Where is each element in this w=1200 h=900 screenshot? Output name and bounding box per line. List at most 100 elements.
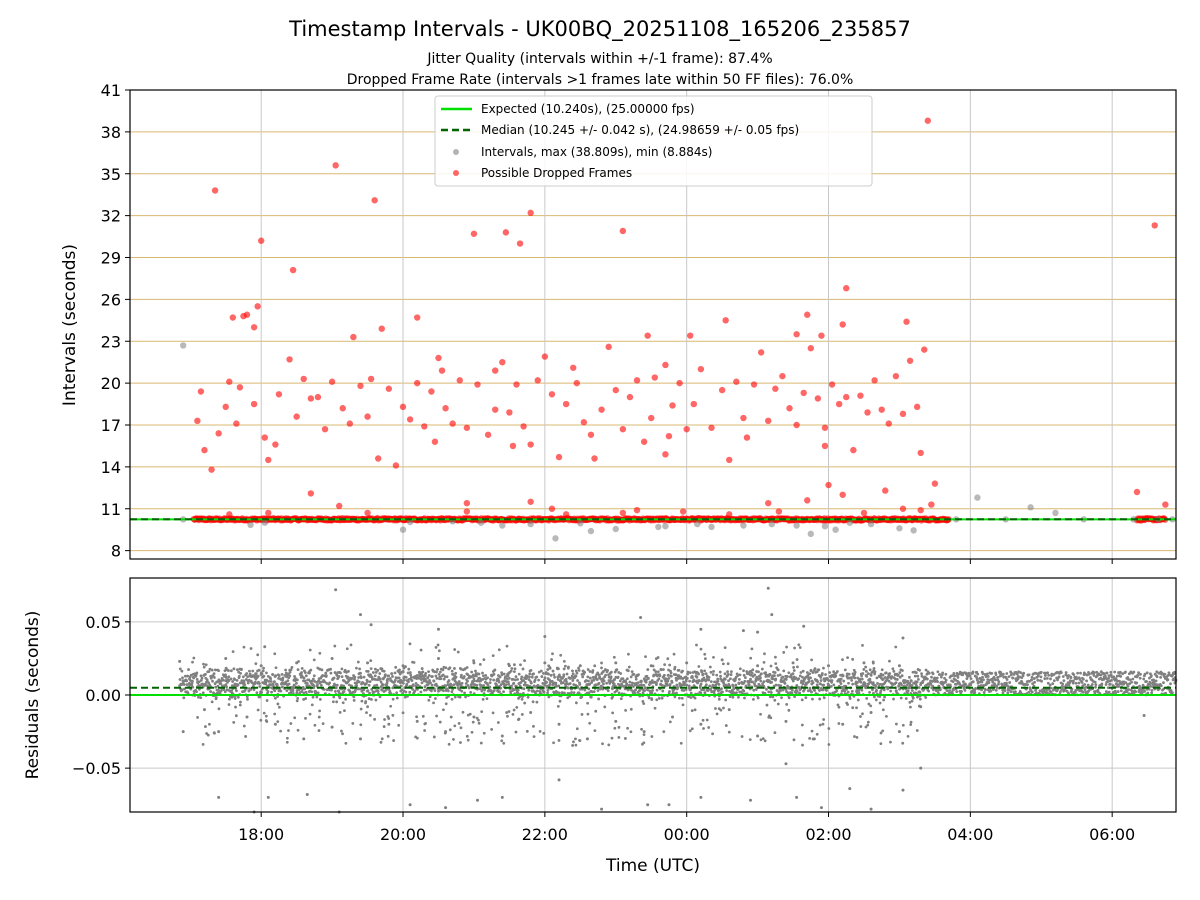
residual-point [477, 718, 480, 722]
residual-point [646, 688, 649, 692]
residual-point [234, 705, 237, 709]
residual-point [646, 668, 650, 671]
residual-point [497, 679, 501, 682]
dropped-frame-point [818, 332, 825, 339]
residual-point [586, 712, 590, 716]
dropped-frame-point [562, 400, 570, 408]
residual-point [295, 678, 299, 682]
dropped-frame-point [917, 449, 924, 457]
residual-point [931, 672, 935, 676]
residual-point [1143, 689, 1147, 693]
dropped-frame-point [364, 509, 371, 517]
residual-point [875, 676, 879, 680]
residual-point [436, 656, 440, 660]
residual-point [647, 696, 651, 700]
residual-point [700, 670, 704, 674]
residual-point [693, 696, 697, 700]
residual-point [1076, 671, 1080, 675]
residual-point [211, 679, 214, 683]
residual-point [593, 729, 597, 733]
residual-point [617, 736, 621, 739]
residual-point [335, 683, 339, 687]
residual-point [586, 675, 590, 679]
residual-point [871, 681, 875, 685]
residual-point [1011, 676, 1015, 680]
residual-point [864, 665, 868, 669]
dropped-frame-point [250, 324, 258, 331]
residual-point [727, 708, 731, 712]
residual-point [303, 679, 307, 683]
residual-point [1001, 691, 1005, 695]
residual-point [814, 679, 818, 683]
residual-point [1100, 682, 1104, 686]
residual-point [813, 689, 817, 692]
residual-point [625, 677, 629, 681]
residual-point [925, 677, 929, 681]
residual-point [1093, 680, 1097, 684]
residual-point [321, 722, 325, 726]
residual-point [699, 795, 703, 799]
residual-point [663, 663, 667, 667]
residual-point [454, 671, 458, 675]
residual-point [273, 689, 277, 693]
residual-point [643, 689, 646, 693]
residual-point [611, 685, 615, 689]
residual-point [642, 741, 646, 745]
residual-point [419, 690, 423, 694]
residual-point [662, 673, 666, 677]
residual-point [560, 691, 564, 694]
residual-point [506, 680, 510, 684]
residual-point [1125, 690, 1129, 694]
residual-point [199, 678, 203, 682]
residual-point [334, 686, 338, 690]
residual-point [204, 663, 208, 667]
residual-point [357, 676, 361, 679]
residual-point [266, 690, 270, 693]
residual-point [311, 695, 315, 699]
residual-point [810, 658, 814, 662]
residual-point [307, 684, 311, 688]
residual-point [822, 718, 826, 721]
residual-point [516, 688, 520, 692]
residual-point [242, 645, 246, 649]
residual-point [607, 743, 611, 747]
residual-point [832, 683, 836, 687]
residual-point [634, 677, 638, 681]
residual-point [499, 683, 503, 686]
residual-point [333, 690, 337, 693]
residual-point [716, 679, 720, 683]
residual-point [562, 667, 566, 671]
residual-point [785, 702, 789, 706]
residual-point [279, 689, 283, 693]
residual-point [461, 710, 465, 714]
dropped-frame-point [229, 314, 237, 321]
residual-point [811, 697, 814, 701]
residual-point [247, 689, 251, 693]
residual-point [435, 714, 438, 718]
residual-point [384, 673, 387, 677]
residual-point [1104, 690, 1108, 693]
residual-point [192, 676, 196, 680]
residual-point [1121, 672, 1125, 676]
residual-point [1003, 689, 1007, 693]
residual-point [851, 657, 855, 661]
residual-point [567, 665, 570, 669]
residual-point [725, 689, 729, 692]
residual-point [756, 630, 760, 634]
dropped-frame-point [718, 386, 726, 394]
residual-point [585, 737, 589, 741]
residual-point [665, 683, 669, 687]
residual-point [993, 678, 997, 682]
residual-point [435, 676, 439, 680]
residual-point [763, 739, 767, 743]
residual-point [556, 675, 560, 679]
residual-point [287, 682, 291, 686]
residual-point [216, 680, 220, 683]
residual-point [1092, 671, 1096, 674]
residual-point [581, 675, 585, 679]
residual-point [432, 701, 435, 705]
residual-point [180, 688, 184, 692]
residual-point [373, 684, 377, 688]
dropped-frame-point [892, 372, 900, 380]
legend-expected-label: Expected (10.240s), (25.00000 fps) [481, 102, 695, 116]
